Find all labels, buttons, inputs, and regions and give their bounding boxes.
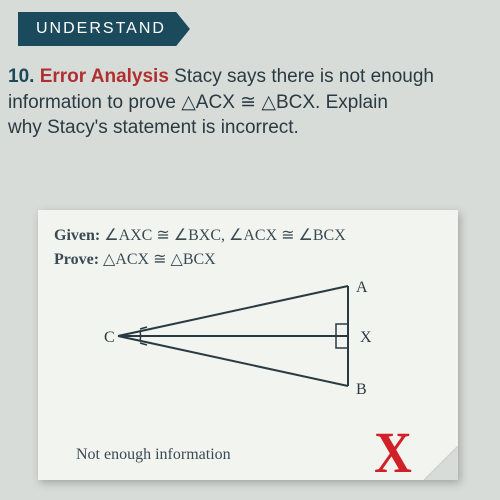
prove-label: Prove: [54,251,99,268]
given-text: ∠AXC ≅ ∠BXC, ∠ACX ≅ ∠BCX [104,227,346,244]
question-block: 10. Error Analysis Stacy says there is n… [8,64,492,141]
given-prove-block: Given: ∠AXC ≅ ∠BXC, ∠ACX ≅ ∠BCX Prove: △… [54,224,442,272]
triangle-svg: A B C X [98,276,398,406]
question-text-line2: information to prove △ACX ≅ △BCX. Explai… [8,92,388,113]
label-A: A [356,279,368,296]
triangle-diagram: A B C X [98,276,398,406]
label-B: B [356,381,367,398]
given-label: Given: [54,227,100,244]
page-curl-icon [424,446,458,480]
prove-text: △ACX ≅ △BCX [103,251,216,268]
question-text-line3: why Stacy's statement is incorrect. [8,117,299,138]
question-title: Error Analysis [40,66,169,87]
question-number: 10. [8,66,34,87]
section-tab: UNDERSTAND [18,12,190,46]
label-X: X [360,329,372,346]
label-C: C [104,329,115,346]
work-paper: Given: ∠AXC ≅ ∠BXC, ∠ACX ≅ ∠BCX Prove: △… [38,210,458,480]
student-note: Not enough information [76,446,231,464]
red-x-mark: X [374,419,412,486]
question-text-line1: Stacy says there is not enough [174,66,434,87]
